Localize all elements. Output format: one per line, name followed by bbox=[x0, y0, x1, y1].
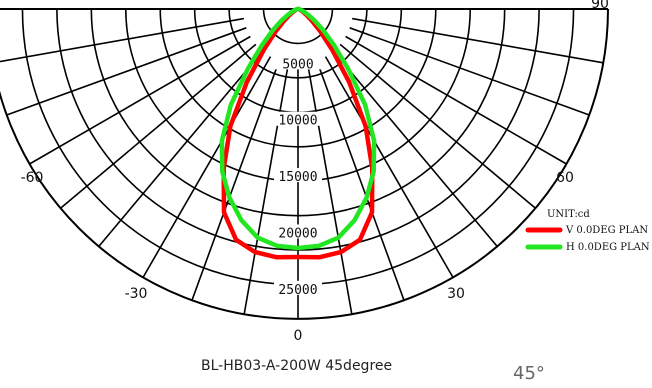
radial-tick-label: 20000 bbox=[278, 226, 317, 241]
radial-tick-label: 25000 bbox=[278, 283, 317, 298]
angle-tick-labels: -60 -30 0 30 60 90 bbox=[21, 0, 609, 344]
grid-ring bbox=[262, 8, 334, 44]
grid-spoke bbox=[191, 60, 280, 301]
radial-label-backdrop bbox=[274, 280, 322, 295]
radial-label-backdrop bbox=[274, 224, 322, 239]
grid-spoke bbox=[142, 56, 272, 278]
grid-spoke bbox=[60, 43, 257, 209]
grid-spoke bbox=[349, 27, 590, 116]
grid-spoke bbox=[345, 35, 567, 165]
polar-grid bbox=[0, 8, 609, 320]
chart-title: BL-HB03-A-200W 45degree bbox=[201, 358, 392, 374]
grid-spoke bbox=[352, 17, 604, 64]
grid-spoke bbox=[0, 17, 244, 63]
radial-label-backdrop bbox=[274, 111, 322, 126]
angle-tick-label: 90 bbox=[591, 0, 609, 12]
legend-label: V 0.0DEG PLAN bbox=[565, 225, 648, 236]
legend: UNIT:cd V 0.0DEG PLAN H 0.0DEG PLAN bbox=[525, 209, 650, 253]
grid-spoke bbox=[339, 43, 536, 209]
grid-spoke bbox=[98, 50, 264, 247]
side-label: 45° bbox=[513, 363, 545, 384]
angle-tick-label: 60 bbox=[556, 170, 574, 186]
radial-label-backdrop bbox=[274, 168, 322, 183]
radial-tick-label: 10000 bbox=[278, 114, 317, 129]
series-curve bbox=[219, 6, 377, 251]
angle-tick-label: 0 bbox=[294, 328, 303, 344]
radial-tick-label: 15000 bbox=[278, 170, 317, 185]
angle-tick-label: -60 bbox=[21, 170, 44, 186]
grid-spoke bbox=[324, 56, 454, 278]
radial-label-backdrop bbox=[274, 55, 322, 70]
grid-spoke bbox=[243, 63, 290, 315]
grid-spoke bbox=[6, 27, 247, 116]
intensity-curves bbox=[219, 6, 377, 260]
radial-tick-labels: 5000 10000 15000 20000 25000 bbox=[274, 55, 322, 298]
grid-spoke bbox=[332, 50, 498, 247]
grid-spoke bbox=[29, 35, 251, 165]
grid-spoke bbox=[316, 60, 405, 301]
legend-label: H 0.0DEG PLAN bbox=[566, 242, 650, 253]
angle-tick-label: 30 bbox=[447, 286, 465, 302]
angle-tick-label: -30 bbox=[125, 286, 148, 302]
grid-spoke bbox=[306, 63, 353, 315]
unit-label: UNIT:cd bbox=[547, 209, 590, 220]
radial-tick-label: 5000 bbox=[282, 57, 313, 72]
